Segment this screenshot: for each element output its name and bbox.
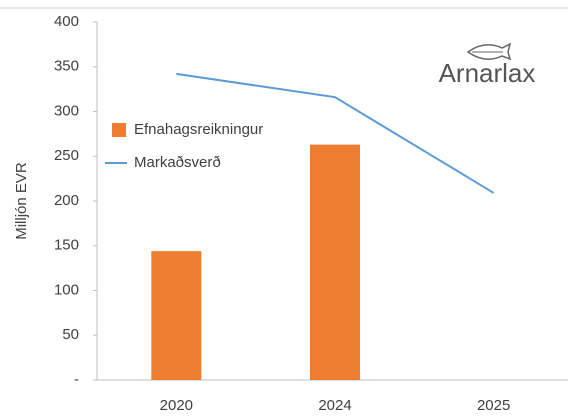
y-tick-label: 250: [54, 147, 79, 164]
y-tick-label: 350: [54, 58, 79, 75]
bar: [310, 144, 360, 380]
logo: Arnarlax: [439, 42, 536, 88]
legend-swatch: [112, 123, 126, 137]
y-tick-label: 200: [54, 192, 79, 209]
legend-label: Markaðsverð: [134, 154, 221, 171]
y-tick-label: -: [74, 371, 79, 388]
logo-text: Arnarlax: [439, 58, 536, 88]
bar: [151, 251, 202, 380]
y-axis-label: Milljón EVR: [13, 162, 30, 240]
x-tick-label: 2025: [477, 397, 510, 414]
y-tick-label: 300: [54, 102, 79, 119]
y-tick-label: 100: [54, 281, 79, 298]
line: [176, 72, 495, 194]
legend-label: Efnahagsreikningur: [134, 121, 263, 138]
y-tick-label: 400: [54, 13, 79, 30]
y-tick-label: 50: [62, 326, 79, 343]
x-tick-label: 2024: [318, 397, 351, 414]
x-tick-label: 2020: [160, 397, 193, 414]
y-tick-label: 150: [54, 237, 79, 254]
logo-fish: [466, 42, 512, 61]
